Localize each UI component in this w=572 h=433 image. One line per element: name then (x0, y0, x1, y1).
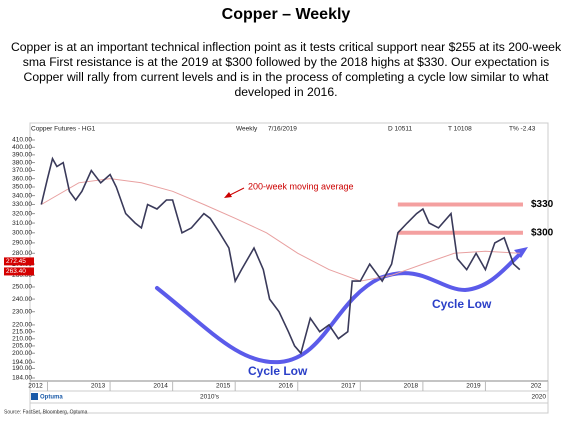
logo-icon (31, 393, 38, 400)
y-tick-label: 230.00 (12, 308, 32, 315)
x-tick-label: 202 (531, 383, 542, 390)
x-tick-label: 2016 (279, 383, 294, 390)
y-tick-label: 330.00 (12, 201, 32, 208)
y-tick-label: 190.00 (12, 365, 32, 372)
y-tick-label: 200.00 (12, 350, 32, 357)
y-tick-label: 240.00 (12, 296, 32, 303)
x-tick-label: 2014 (153, 383, 168, 390)
level-label: $300 (531, 227, 554, 238)
y-tick-label: 290.00 (12, 240, 32, 247)
era-label: 2020 (532, 394, 547, 401)
y-tick-label: 194.00 (12, 359, 32, 366)
y-tick-label: 250.00 (12, 284, 32, 291)
y-tick-label: 360.00 (12, 175, 32, 182)
y-tick-label: 400.00 (12, 144, 32, 151)
x-tick-label: 2019 (466, 383, 481, 390)
chart-info: T% -2.43 (509, 126, 536, 133)
y-tick-label: 260.00 (12, 272, 32, 279)
y-tick-label: 380.00 (12, 159, 32, 166)
slide-title: Copper – Weekly (221, 6, 351, 23)
y-tick-label: 210.00 (12, 335, 32, 342)
annotation: Cycle Low (248, 364, 308, 378)
x-tick-label: 2013 (91, 383, 106, 390)
price-flag-label: 272.45 (6, 258, 26, 265)
price-flag (4, 267, 34, 276)
logo: Optuma (40, 395, 63, 401)
source: Source: FactSet, Bloomberg, Optuma (4, 409, 88, 415)
x-tick-label: 2015 (216, 383, 231, 390)
annotation: Cycle Low (432, 297, 492, 311)
y-tick-label: 184.00 (12, 375, 32, 382)
y-tick-label: 280.00 (12, 250, 32, 257)
y-tick-label: 310.00 (12, 220, 32, 227)
arrow-head (514, 247, 528, 258)
y-tick-label: 370.00 (12, 167, 32, 174)
y-tick-label: 320.00 (12, 210, 32, 217)
x-tick-label: 2017 (341, 383, 356, 390)
cycle-low-curve (155, 252, 522, 365)
price-flag-label: 263.40 (6, 268, 26, 275)
y-tick-label: 215.00 (12, 328, 32, 335)
slide-text: Copper is at an important technical infl… (10, 40, 562, 99)
ma-label: 200-week moving average (248, 181, 354, 191)
series-line (40, 156, 521, 355)
price-flag (4, 257, 34, 266)
chart-info: Weekly (236, 126, 258, 133)
level-label: $330 (531, 199, 554, 210)
y-tick-label: 350.00 (12, 184, 32, 191)
y-tick-label: 205.00 (12, 343, 32, 350)
ma-arrow-head (224, 192, 232, 198)
series-line (41, 178, 520, 282)
era-label: 2010's (200, 394, 220, 401)
x-tick-label: 2012 (28, 383, 43, 390)
y-tick-label: 220.00 (12, 322, 32, 329)
chart-info: T 10108 (448, 126, 472, 133)
y-tick-label: 410.00 (12, 137, 32, 144)
y-tick-label: 340.00 (12, 192, 32, 199)
chart-info: Copper Futures - HG1 (31, 126, 96, 133)
chart-info: D 10511 (388, 126, 412, 133)
x-tick-label: 2018 (404, 383, 419, 390)
chart-info: 7/16/2019 (268, 126, 297, 133)
y-tick-label: 390.00 (12, 152, 32, 159)
y-tick-label: 300.00 (12, 230, 32, 237)
